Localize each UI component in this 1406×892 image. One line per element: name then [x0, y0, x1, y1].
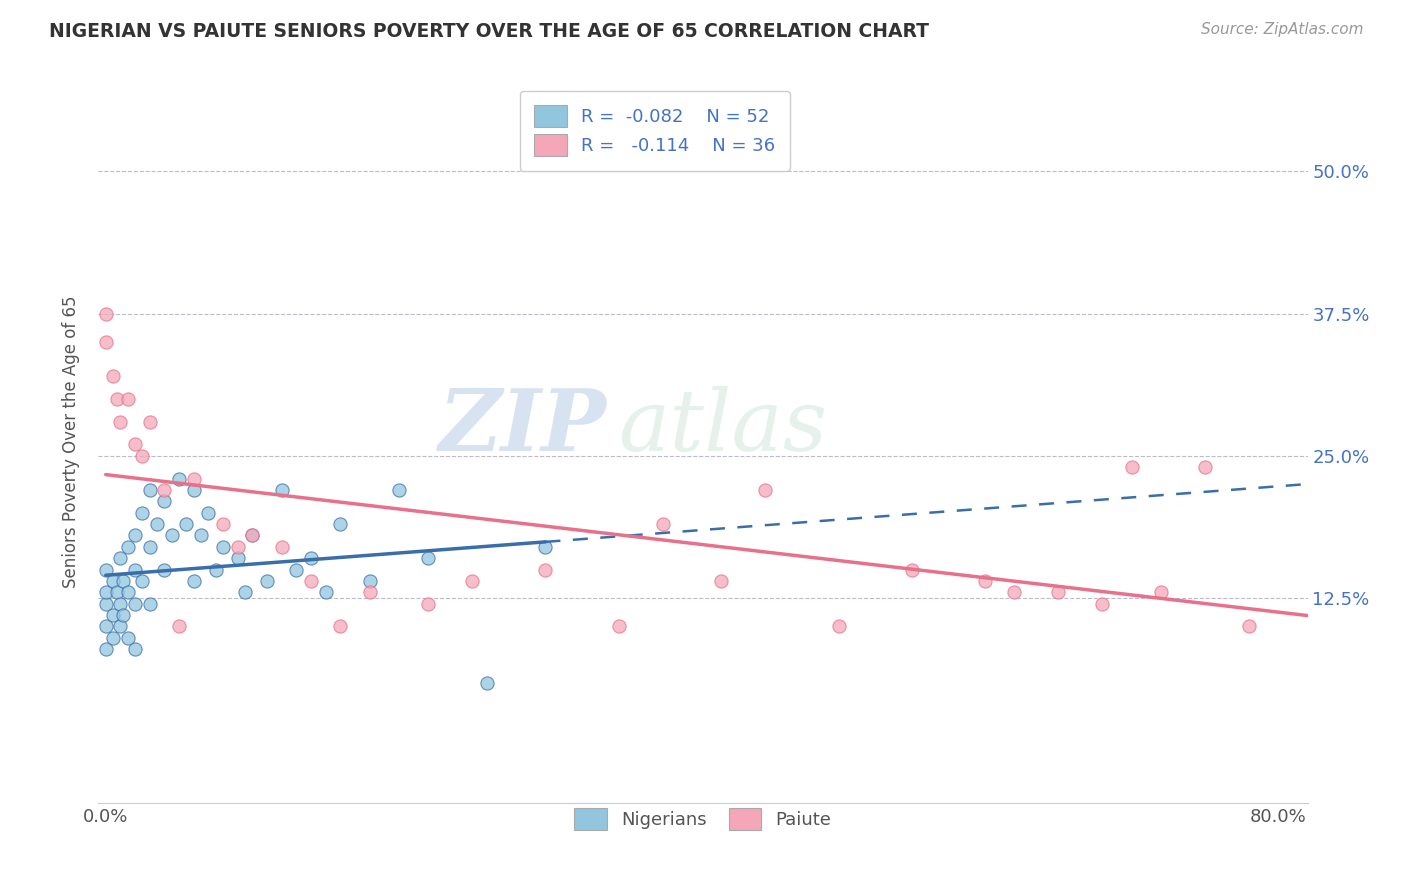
- Point: [110, 597, 132, 611]
- Point: [124, 597, 146, 611]
- Point: [1004, 585, 1026, 599]
- Point: [226, 540, 249, 554]
- Point: [418, 551, 440, 566]
- Point: [1121, 460, 1143, 475]
- Point: [183, 483, 205, 497]
- Point: [138, 597, 160, 611]
- Point: [359, 585, 381, 599]
- Point: [240, 528, 263, 542]
- Point: [754, 483, 776, 497]
- Point: [183, 574, 205, 588]
- Point: [124, 563, 146, 577]
- Text: NIGERIAN VS PAIUTE SENIORS POVERTY OVER THE AGE OF 65 CORRELATION CHART: NIGERIAN VS PAIUTE SENIORS POVERTY OVER …: [49, 22, 929, 41]
- Point: [359, 574, 381, 588]
- Point: [651, 516, 673, 531]
- Point: [101, 574, 124, 588]
- Point: [94, 563, 117, 577]
- Point: [124, 642, 146, 657]
- Point: [153, 494, 176, 508]
- Point: [256, 574, 278, 588]
- Point: [212, 516, 235, 531]
- Point: [299, 574, 322, 588]
- Point: [124, 528, 146, 542]
- Point: [146, 516, 169, 531]
- Point: [131, 506, 153, 520]
- Point: [160, 528, 183, 542]
- Point: [94, 597, 117, 611]
- Point: [1194, 460, 1216, 475]
- Point: [112, 608, 135, 623]
- Point: [461, 574, 484, 588]
- Point: [270, 540, 292, 554]
- Point: [94, 642, 117, 657]
- Point: [285, 563, 308, 577]
- Point: [117, 540, 139, 554]
- Point: [94, 585, 117, 599]
- Text: atlas: atlas: [619, 385, 828, 468]
- Point: [153, 483, 176, 497]
- Point: [138, 415, 160, 429]
- Point: [418, 597, 440, 611]
- Point: [226, 551, 249, 566]
- Point: [107, 585, 129, 599]
- Point: [240, 528, 263, 542]
- Point: [94, 306, 117, 320]
- Point: [270, 483, 292, 497]
- Point: [233, 585, 256, 599]
- Point: [299, 551, 322, 566]
- Point: [827, 619, 849, 633]
- Point: [710, 574, 733, 588]
- Point: [117, 631, 139, 645]
- Point: [94, 334, 117, 349]
- Point: [329, 619, 352, 633]
- Point: [110, 619, 132, 633]
- Point: [167, 471, 190, 485]
- Point: [101, 631, 124, 645]
- Point: [1047, 585, 1070, 599]
- Point: [607, 619, 630, 633]
- Y-axis label: Seniors Poverty Over the Age of 65: Seniors Poverty Over the Age of 65: [62, 295, 80, 588]
- Point: [534, 563, 557, 577]
- Point: [124, 437, 146, 451]
- Point: [388, 483, 411, 497]
- Point: [197, 506, 219, 520]
- Point: [329, 516, 352, 531]
- Point: [183, 471, 205, 485]
- Point: [1237, 619, 1260, 633]
- Point: [153, 563, 176, 577]
- Point: [101, 369, 124, 384]
- Point: [974, 574, 997, 588]
- Point: [131, 449, 153, 463]
- Legend: Nigerians, Paiute: Nigerians, Paiute: [560, 793, 846, 845]
- Point: [112, 574, 135, 588]
- Text: ZIP: ZIP: [439, 385, 606, 469]
- Point: [110, 415, 132, 429]
- Point: [315, 585, 337, 599]
- Point: [176, 516, 198, 531]
- Point: [534, 540, 557, 554]
- Point: [94, 619, 117, 633]
- Text: Source: ZipAtlas.com: Source: ZipAtlas.com: [1201, 22, 1364, 37]
- Point: [110, 551, 132, 566]
- Point: [101, 608, 124, 623]
- Point: [107, 392, 129, 406]
- Point: [204, 563, 226, 577]
- Point: [212, 540, 235, 554]
- Point: [138, 483, 160, 497]
- Point: [190, 528, 212, 542]
- Point: [117, 585, 139, 599]
- Point: [138, 540, 160, 554]
- Point: [117, 392, 139, 406]
- Point: [901, 563, 924, 577]
- Point: [1091, 597, 1114, 611]
- Point: [1150, 585, 1173, 599]
- Point: [131, 574, 153, 588]
- Point: [475, 676, 498, 690]
- Point: [167, 619, 190, 633]
